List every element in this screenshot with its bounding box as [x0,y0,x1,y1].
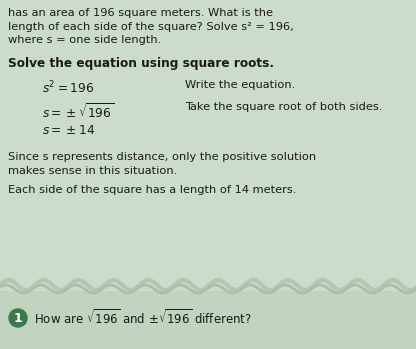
Text: $s^2 = 196$: $s^2 = 196$ [42,80,94,97]
Circle shape [9,309,27,327]
Text: length of each side of the square? Solve s² = 196,: length of each side of the square? Solve… [8,22,294,31]
Text: 1: 1 [14,312,22,325]
Text: Write the equation.: Write the equation. [185,80,295,90]
FancyBboxPatch shape [0,291,416,349]
Text: Take the square root of both sides.: Take the square root of both sides. [185,102,382,112]
Text: $s = \pm14$: $s = \pm14$ [42,124,95,137]
Text: Since s represents distance, only the positive solution: Since s represents distance, only the po… [8,152,316,162]
Text: $s = \pm\sqrt{196}$: $s = \pm\sqrt{196}$ [42,102,114,121]
Text: How are $\sqrt{196}$ and $\pm\sqrt{196}$ different?: How are $\sqrt{196}$ and $\pm\sqrt{196}$… [34,309,252,327]
Text: makes sense in this situation.: makes sense in this situation. [8,165,177,176]
Text: where s = one side length.: where s = one side length. [8,35,161,45]
Text: Solve the equation using square roots.: Solve the equation using square roots. [8,57,274,69]
Text: has an area of 196 square meters. What is the: has an area of 196 square meters. What i… [8,8,273,18]
Text: Each side of the square has a length of 14 meters.: Each side of the square has a length of … [8,185,296,195]
